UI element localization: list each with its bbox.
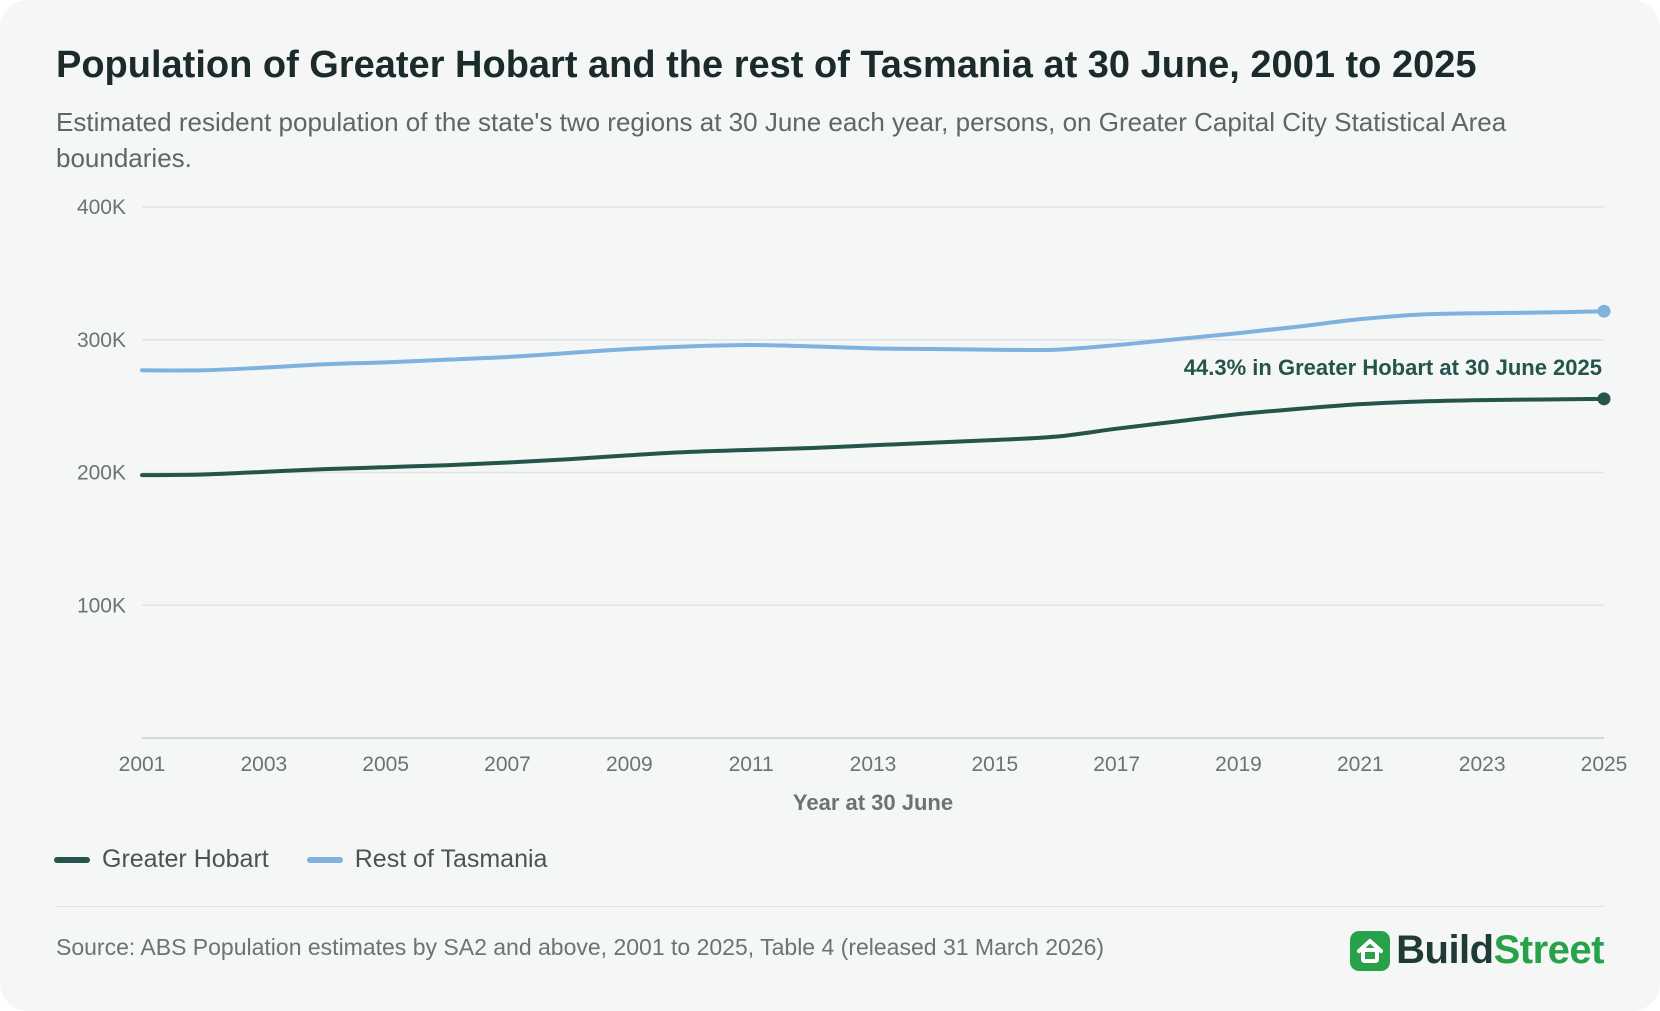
legend: Greater Hobart Rest of Tasmania	[54, 845, 547, 874]
grid-lines	[142, 206, 1604, 606]
x-axis-ticks: 2001 2003 2005 2007 2009 2011 2013 2015 2017 2019…	[119, 753, 1628, 776]
legend-swatch-rest-of-tasmania	[306, 856, 343, 863]
x-tick-label-2003: 2003	[240, 753, 287, 776]
x-tick-label-2023: 2023	[1459, 753, 1506, 776]
chart-title: Population of Greater Hobart and the res…	[56, 44, 1477, 86]
buildstreet-logo: BuildStreet	[1350, 928, 1605, 973]
x-tick-label-2005: 2005	[362, 753, 409, 776]
series-end-point-rest-of-tasmania	[1597, 304, 1611, 318]
x-tick-label-2019: 2019	[1215, 753, 1262, 776]
legend-item-greater-hobart: Greater Hobart	[54, 845, 269, 874]
x-tick-label-2009: 2009	[606, 753, 653, 776]
y-axis-ticks: 100K 200K 300K 400K	[77, 196, 126, 617]
x-tick-label-2015: 2015	[971, 753, 1018, 776]
x-tick-label-2017: 2017	[1093, 753, 1140, 776]
house-icon	[1350, 930, 1391, 971]
x-tick-label-2021: 2021	[1337, 753, 1384, 776]
y-tick-label-400k: 400K	[77, 196, 126, 219]
x-tick-label-2007: 2007	[484, 753, 531, 776]
x-axis-title: Year at 30 June	[793, 790, 953, 815]
end-annotation: 44.3% in Greater Hobart at 30 June 2025	[1184, 355, 1602, 380]
series-end-point-greater-hobart	[1597, 392, 1611, 406]
series-line-rest-of-tasmania	[140, 309, 1606, 373]
legend-label-rest-of-tasmania: Rest of Tasmania	[354, 845, 548, 873]
line-chart: 100K 200K 300K 400K 2001 2003 2005 2007 2009 201…	[77, 196, 1628, 815]
brand-word-street: Street	[1493, 928, 1605, 972]
legend-label-greater-hobart: Greater Hobart	[102, 845, 269, 873]
legend-item-rest-of-tasmania: Rest of Tasmania	[306, 845, 548, 874]
x-tick-label-2011: 2011	[729, 753, 774, 776]
y-tick-label-100k: 100K	[77, 594, 126, 617]
chart-subtitle: Estimated resident population of the sta…	[56, 107, 1507, 173]
x-tick-label-2025: 2025	[1581, 753, 1628, 776]
x-tick-label-2013: 2013	[850, 753, 897, 776]
y-tick-label-300k: 300K	[77, 329, 126, 352]
brand-wordmark: BuildStreet	[1396, 928, 1604, 973]
brand-word-build: Build	[1396, 928, 1494, 972]
x-tick-label-2001: 2001	[119, 753, 166, 776]
source-note: Source: ABS Population estimates by SA2 …	[56, 934, 1105, 960]
series-lines	[140, 304, 1611, 478]
legend-swatch-greater-hobart	[54, 856, 90, 863]
series-line-greater-hobart	[140, 396, 1606, 478]
footer-divider	[56, 906, 1604, 907]
y-tick-label-200k: 200K	[77, 462, 126, 485]
